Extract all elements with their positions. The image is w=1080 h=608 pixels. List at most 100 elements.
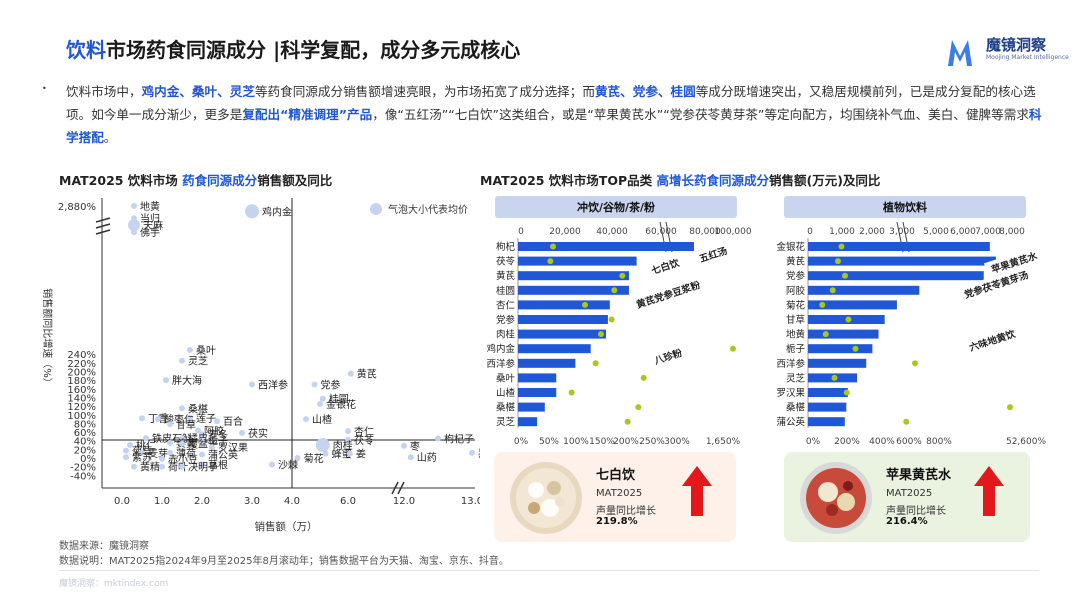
growth-tick-label: 800% xyxy=(926,437,952,447)
x-tick-label: 60,000 xyxy=(645,227,677,237)
bar xyxy=(808,285,920,295)
point-label: 金银花 xyxy=(326,398,356,411)
category-label: 甘草 xyxy=(786,314,805,326)
axis-break-icon xyxy=(391,481,405,495)
bar xyxy=(518,271,629,281)
y-tick-label: 40% xyxy=(74,437,96,448)
title-part: 销售额(万元)及同比 xyxy=(769,173,881,188)
bar-chart-drinks: 冲饮/谷物/茶/粉 0 20,000 40,000 60,000 80,000100,00… xyxy=(486,196,752,447)
point-label: 黄芪 xyxy=(357,368,377,381)
growth-dot xyxy=(835,258,841,265)
point-label: 当归 xyxy=(140,212,160,225)
category-label: 黄芪 xyxy=(496,270,516,282)
card-value: 216.4% xyxy=(886,516,928,527)
category-label: 西洋参 xyxy=(776,358,805,370)
y-tick-label: 240% xyxy=(67,350,96,361)
title-part: 高增长药食同源成分 xyxy=(656,173,769,188)
growth-dot xyxy=(831,374,838,381)
scatter-point xyxy=(401,442,407,449)
x-tick-label: 3.0 xyxy=(244,496,260,507)
annotation: 七白饮 xyxy=(644,252,686,280)
scatter-point xyxy=(199,461,205,468)
growth-dot xyxy=(842,272,848,279)
category-label: 蒲公英 xyxy=(776,416,805,428)
bar xyxy=(808,256,996,266)
scatter-point xyxy=(159,463,165,470)
page-title: 饮料市场药食同源成分 |科学复配，成分多元成核心 xyxy=(66,34,520,63)
legend-marker xyxy=(370,203,382,215)
point-label: 蜂蜜 xyxy=(332,448,352,461)
point-label: 茯实 xyxy=(248,427,268,440)
category-label: 灵芝 xyxy=(496,416,516,428)
point-label: 荷叶 xyxy=(168,462,188,474)
growth-dot xyxy=(598,331,604,338)
intro-paragraph: 饮料市场中，鸡内金、桑叶、灵芝等药食同源成分销售额增速亮眼，为市场拓宽了成分选择… xyxy=(66,80,1046,149)
point-label: 杏仁 xyxy=(354,425,374,438)
category-label: 地黄 xyxy=(786,329,805,341)
data-note: 数据说明：MAT2025指2024年9月至2025年8月滚动年；销售数据平台为天… xyxy=(59,556,509,567)
x-tick-label: 40,000 xyxy=(596,227,628,237)
scatter-point xyxy=(143,435,149,442)
point-label: 桂圆 xyxy=(329,393,349,406)
scatter-point xyxy=(128,219,140,232)
left-chart-title: MAT2025 饮料市场 药食同源成分销售额及同比 xyxy=(59,170,332,189)
scatter-point xyxy=(195,427,201,434)
x-tick-label: 5,000 xyxy=(923,227,949,237)
scatter-point xyxy=(294,455,301,461)
category-label: 罗汉果 xyxy=(776,388,805,399)
scatter-point xyxy=(199,431,205,438)
bar xyxy=(518,417,538,427)
up-arrow-icon xyxy=(682,466,712,516)
card-title: 苹果黄芪水 xyxy=(886,468,952,483)
annotation: 六味地黄饮 xyxy=(961,323,1023,357)
chart-header-bg xyxy=(495,196,737,218)
growth-dot xyxy=(608,316,615,323)
footer-divider xyxy=(59,570,1039,571)
growth-tick-label: 200% xyxy=(613,437,639,447)
point-label: 姜黄 xyxy=(176,437,196,450)
bar xyxy=(518,402,545,412)
growth-dot xyxy=(1007,404,1013,411)
growth-tick-label: 200% xyxy=(834,437,860,447)
scatter-point xyxy=(245,204,259,219)
y-tick-label: 60% xyxy=(74,428,96,439)
title-rest: 市场药食同源成分 |科学复配，成分多元成核心 xyxy=(106,38,521,62)
bar xyxy=(518,358,576,368)
growth-dot xyxy=(838,243,845,250)
annotation: 黄芪党参豆浆粉 xyxy=(628,274,708,314)
x-tick-label: 2,000 xyxy=(859,227,885,237)
scatter-point xyxy=(123,454,129,461)
scatter-point xyxy=(131,229,137,236)
category-label: 鸡内金 xyxy=(486,343,515,355)
scatter-point xyxy=(131,463,137,470)
point-label: 菊花 xyxy=(304,452,324,465)
card-title: 七白饮 xyxy=(596,468,636,483)
annotation-bg xyxy=(961,323,1023,357)
scatter-point xyxy=(167,421,173,428)
point-label: 姜 xyxy=(356,448,366,461)
scatter-point xyxy=(139,415,145,422)
point-label: 黄精 xyxy=(140,461,160,474)
x-tick-label: 0.0 xyxy=(114,496,130,507)
bowl-image xyxy=(800,462,872,534)
chart-header-bg xyxy=(784,196,1026,218)
intro-text: 饮料市场中， xyxy=(66,84,142,99)
scatter-point xyxy=(214,418,220,425)
y-tick-label: 20% xyxy=(74,445,96,456)
bar xyxy=(518,388,557,397)
x-tick-label: 6,000 xyxy=(950,227,976,237)
bar-chart-plant-drinks: 植物饮料 0 1,000 2,000 3,000 5,000 6,000 7,0008,000… xyxy=(776,196,1046,447)
category-label: 金银花 xyxy=(776,241,805,253)
bar xyxy=(808,329,879,339)
bar xyxy=(808,344,873,354)
scatter-point xyxy=(159,455,165,462)
growth-dot xyxy=(912,360,918,367)
card-value: 219.8% xyxy=(596,516,638,527)
bar xyxy=(808,402,847,412)
scatter-point xyxy=(239,429,245,436)
growth-tick-label: 400% xyxy=(869,437,895,447)
intro-highlight: 黄芪、党参、桂圆 xyxy=(594,84,696,99)
point-label: 灵芝 xyxy=(188,355,208,368)
scatter-point xyxy=(199,451,205,458)
x-tick-label: 8,000 xyxy=(999,227,1025,237)
